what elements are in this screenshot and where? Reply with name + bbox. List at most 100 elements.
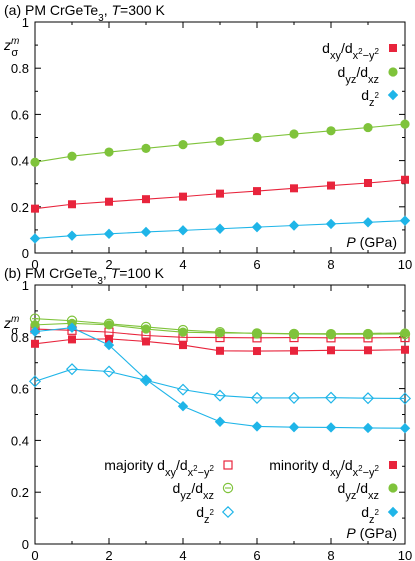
data-point — [325, 422, 337, 433]
x-tick-label: 4 — [179, 548, 186, 561]
data-point — [104, 320, 114, 330]
legend-label: dyz/dxz — [173, 480, 214, 502]
legend-entry: minority dxy/dx2−y2 — [269, 457, 397, 479]
panel-a: 0 2 4 6 8 10 0 0.2 0.4 0.6 0.8 1(a) PM CrGeTe3, T=3… — [3, 2, 412, 272]
data-point — [31, 339, 39, 348]
series-min_yz — [30, 318, 410, 339]
data-point — [364, 179, 372, 188]
data-point — [326, 126, 336, 136]
data-point — [401, 175, 409, 184]
y-tick-label: 0.8 — [11, 330, 29, 345]
y-tick-label: 0.6 — [11, 107, 29, 122]
data-point — [214, 416, 226, 427]
data-point — [288, 421, 300, 433]
legend-marker — [388, 483, 398, 493]
data-point — [141, 143, 151, 153]
legend-marker — [223, 460, 233, 470]
legend-label: dz2 — [361, 87, 379, 109]
data-point — [251, 421, 263, 432]
legend-marker — [387, 89, 399, 101]
data-point — [362, 217, 374, 228]
data-point — [251, 221, 263, 233]
data-point — [177, 401, 189, 412]
data-point — [215, 136, 225, 146]
data-point — [290, 346, 298, 355]
x-tick-label: 2 — [105, 257, 112, 272]
y-tick-label: 1 — [22, 278, 29, 293]
y-tick-label: 1 — [22, 15, 29, 30]
x-tick-label: 2 — [105, 548, 112, 561]
data-point — [102, 365, 116, 378]
legend-marker — [388, 67, 398, 77]
data-point — [176, 383, 190, 396]
y-axis-label: zm σ — [3, 314, 19, 337]
y-tick-label: 0 — [22, 246, 29, 261]
y-tick-label: 0.2 — [11, 200, 29, 215]
y-tick-label: 0.8 — [11, 61, 29, 76]
data-point — [363, 122, 373, 133]
data-point — [65, 363, 79, 376]
y-tick-label: 0.6 — [11, 382, 29, 397]
data-point — [142, 195, 150, 204]
data-point — [325, 218, 337, 230]
data-point — [104, 147, 114, 157]
x-tick-label: 8 — [327, 257, 334, 272]
data-point — [327, 181, 335, 190]
legend-label: dxy/dx2−y2 — [322, 40, 379, 62]
data-point — [399, 423, 411, 434]
data-point — [399, 215, 411, 226]
data-point — [290, 184, 298, 193]
legend-label: majority dxy/dx2−y2 — [104, 457, 214, 479]
data-point — [105, 334, 113, 343]
legend-label: dz2 — [196, 504, 214, 526]
legend-label: dz2 — [361, 504, 379, 526]
x-tick-label: 0 — [31, 548, 38, 561]
panel-title: (b) FM CrGeTe3, T=100 K — [4, 265, 165, 287]
data-point — [252, 132, 262, 143]
data-point — [363, 328, 373, 339]
data-point — [400, 119, 410, 129]
data-point — [178, 327, 188, 337]
legend-marker — [221, 505, 235, 519]
series-xy — [31, 175, 409, 213]
legend-entry: dyz/dxz — [338, 64, 398, 86]
data-point — [140, 226, 152, 238]
x-tick-label: 10 — [398, 548, 412, 561]
data-point — [289, 329, 299, 339]
data-point — [105, 197, 113, 206]
y-tick-label: 0.2 — [11, 485, 29, 500]
data-point — [68, 335, 76, 344]
data-point — [288, 220, 300, 231]
legend-entry: majority dxy/dx2−y2 — [104, 457, 233, 479]
data-point — [141, 324, 151, 334]
series-min_z2 — [29, 322, 411, 434]
data-point — [289, 129, 299, 139]
data-point — [361, 392, 375, 405]
data-point — [253, 347, 261, 356]
x-tick-label: 0 — [31, 257, 38, 272]
legend-label: dyz/dxz — [338, 64, 379, 86]
x-tick-label: 8 — [327, 548, 334, 561]
x-tick-label: 4 — [179, 257, 186, 272]
x-axis-label: P (GPa) — [346, 525, 397, 541]
data-point — [29, 326, 41, 337]
data-point — [140, 374, 152, 385]
legend-label: minority dxy/dx2−y2 — [269, 457, 379, 479]
legend-entry: dxy/dx2−y2 — [322, 40, 397, 62]
legend-entry: dyz/dxz — [338, 480, 398, 502]
series-line — [34, 328, 406, 339]
x-axis-label: P (GPa) — [346, 234, 397, 250]
data-point — [216, 346, 224, 355]
legend-marker — [389, 461, 397, 469]
legend-marker — [387, 506, 399, 518]
data-point — [252, 328, 262, 338]
x-tick-label: 10 — [398, 257, 412, 272]
data-point — [66, 322, 78, 333]
data-point — [67, 151, 77, 161]
data-point — [177, 225, 189, 236]
data-point — [103, 228, 115, 240]
y-axis-label: zm σ — [3, 36, 19, 59]
data-point — [327, 346, 335, 355]
data-point — [179, 341, 187, 350]
